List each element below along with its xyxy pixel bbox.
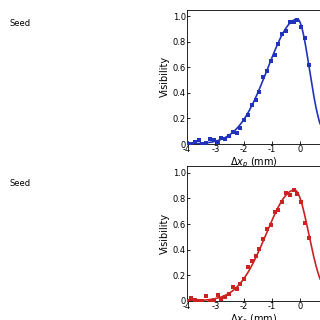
Text: Seed: Seed: [9, 179, 30, 188]
Point: [272, 52, 277, 57]
Point: [302, 220, 308, 225]
Point: [185, 298, 190, 303]
Point: [287, 192, 292, 197]
Point: [215, 292, 220, 298]
X-axis label: $\Delta x_p$ (mm): $\Delta x_p$ (mm): [230, 156, 277, 170]
Y-axis label: Visibility: Visibility: [160, 213, 170, 254]
Y-axis label: Visibility: Visibility: [160, 56, 170, 97]
Point: [204, 141, 209, 146]
Point: [245, 265, 251, 270]
Point: [253, 97, 258, 102]
Point: [238, 282, 243, 287]
Point: [264, 226, 269, 231]
Point: [227, 134, 232, 139]
Point: [299, 24, 304, 29]
Point: [230, 285, 235, 290]
Point: [264, 68, 269, 73]
Point: [242, 118, 247, 123]
Point: [283, 190, 288, 196]
Point: [306, 235, 311, 240]
Point: [257, 90, 262, 95]
Point: [260, 74, 266, 79]
Point: [280, 32, 285, 37]
Point: [207, 298, 212, 303]
Point: [253, 253, 258, 258]
Point: [242, 277, 247, 282]
Point: [215, 139, 220, 144]
Point: [291, 19, 296, 24]
Point: [306, 62, 311, 67]
Point: [223, 136, 228, 141]
Point: [238, 126, 243, 131]
Point: [295, 17, 300, 22]
Point: [192, 140, 197, 145]
Point: [234, 131, 239, 136]
Point: [200, 298, 205, 303]
Point: [276, 207, 281, 212]
Point: [227, 291, 232, 296]
Point: [283, 28, 288, 33]
Point: [272, 210, 277, 215]
Point: [192, 297, 197, 302]
Point: [223, 294, 228, 300]
Point: [230, 129, 235, 134]
Text: Seed: Seed: [9, 19, 30, 28]
Point: [219, 135, 224, 140]
Point: [219, 296, 224, 301]
Point: [188, 296, 194, 301]
Point: [211, 137, 216, 142]
X-axis label: $\Delta x_s$ (mm): $\Delta x_s$ (mm): [230, 313, 277, 320]
Point: [234, 286, 239, 292]
Point: [196, 138, 201, 143]
Point: [268, 223, 273, 228]
Point: [200, 141, 205, 146]
Point: [249, 258, 254, 263]
Point: [249, 102, 254, 108]
Point: [280, 199, 285, 204]
Point: [211, 297, 216, 302]
Point: [302, 35, 308, 40]
Point: [185, 140, 190, 145]
Point: [291, 188, 296, 193]
Point: [268, 58, 273, 63]
Point: [207, 136, 212, 141]
Point: [276, 41, 281, 46]
Point: [295, 192, 300, 197]
Point: [260, 237, 266, 242]
Point: [196, 298, 201, 303]
Point: [245, 113, 251, 118]
Point: [287, 20, 292, 25]
Point: [188, 141, 194, 147]
Point: [257, 246, 262, 252]
Point: [204, 294, 209, 299]
Point: [299, 199, 304, 204]
